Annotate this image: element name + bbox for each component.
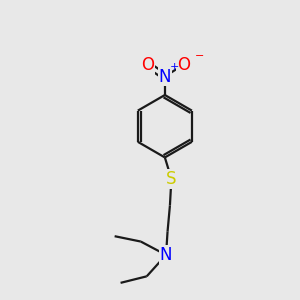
Text: N: N	[159, 68, 171, 85]
Text: O: O	[177, 56, 190, 74]
Text: O: O	[141, 56, 154, 74]
Text: S: S	[166, 170, 177, 188]
Text: +: +	[170, 62, 180, 72]
Text: −: −	[195, 51, 204, 61]
Text: N: N	[160, 246, 172, 264]
